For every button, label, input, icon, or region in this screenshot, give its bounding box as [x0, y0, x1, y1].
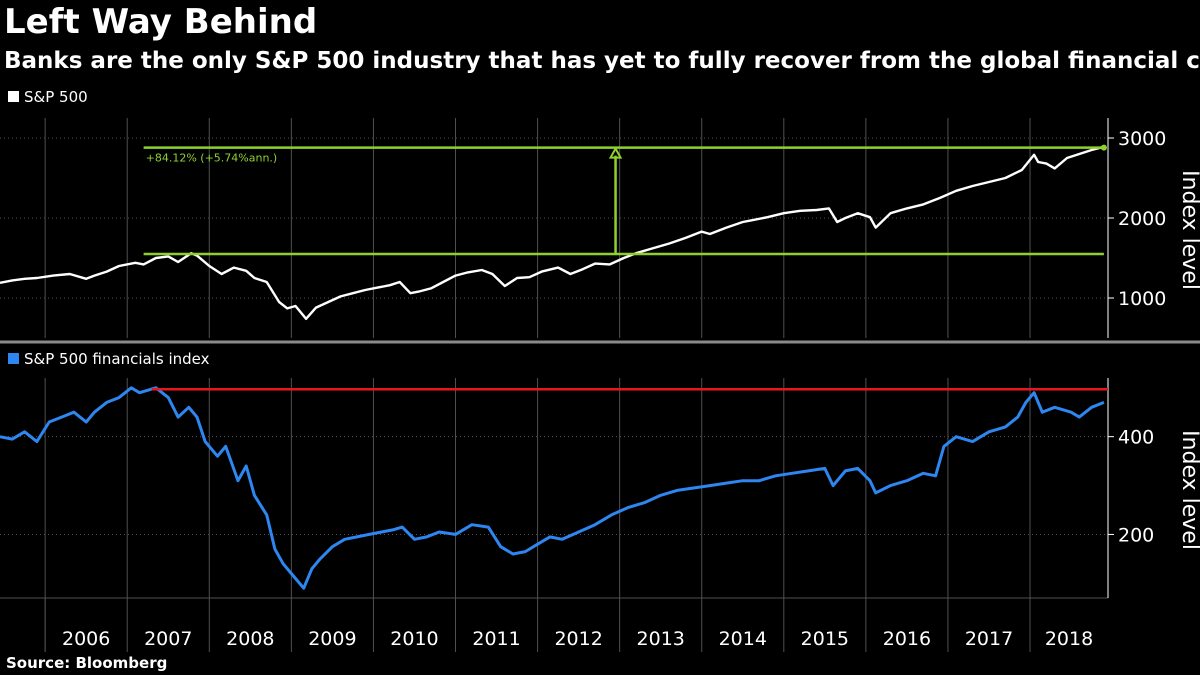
series-line: [0, 145, 1105, 320]
source-note: Source: Bloomberg: [6, 654, 168, 672]
legend-swatch: [8, 91, 19, 102]
y-tick-label: 400: [1118, 427, 1154, 449]
y-axis-label: Index level: [1177, 430, 1200, 550]
end-point-marker: [1100, 144, 1107, 151]
x-tick-label: 2012: [554, 628, 602, 650]
change-label: +84.12% (+5.74%ann.): [146, 152, 278, 165]
x-tick-label: 2017: [965, 628, 1013, 650]
x-tick-label: 2009: [308, 628, 356, 650]
x-tick-label: 2010: [390, 628, 438, 650]
x-tick-label: 2014: [719, 628, 767, 650]
legend-label: S&P 500: [24, 88, 88, 106]
chart-title: Left Way Behind: [4, 2, 318, 42]
x-tick-label: 2011: [472, 628, 520, 650]
chart-subtitle: Banks are the only S&P 500 industry that…: [4, 48, 1200, 74]
y-tick-label: 200: [1118, 524, 1154, 546]
legend-swatch: [8, 353, 19, 364]
x-tick-label: 2015: [801, 628, 849, 650]
x-tick-label: 2016: [883, 628, 931, 650]
y-tick-label: 3000: [1118, 128, 1166, 150]
x-tick-label: 2008: [226, 628, 274, 650]
change-arrowhead: [608, 146, 623, 159]
y-tick-label: 2000: [1118, 208, 1166, 230]
x-tick-label: 2006: [62, 628, 110, 650]
legend-label: S&P 500 financials index: [24, 350, 210, 368]
x-tick-label: 2013: [637, 628, 685, 650]
x-tick-label: 2018: [1045, 628, 1093, 650]
x-tick-label: 2007: [144, 628, 192, 650]
y-tick-label: 1000: [1118, 288, 1166, 310]
series-line: [0, 386, 1105, 590]
y-axis-label: Index level: [1177, 170, 1200, 290]
